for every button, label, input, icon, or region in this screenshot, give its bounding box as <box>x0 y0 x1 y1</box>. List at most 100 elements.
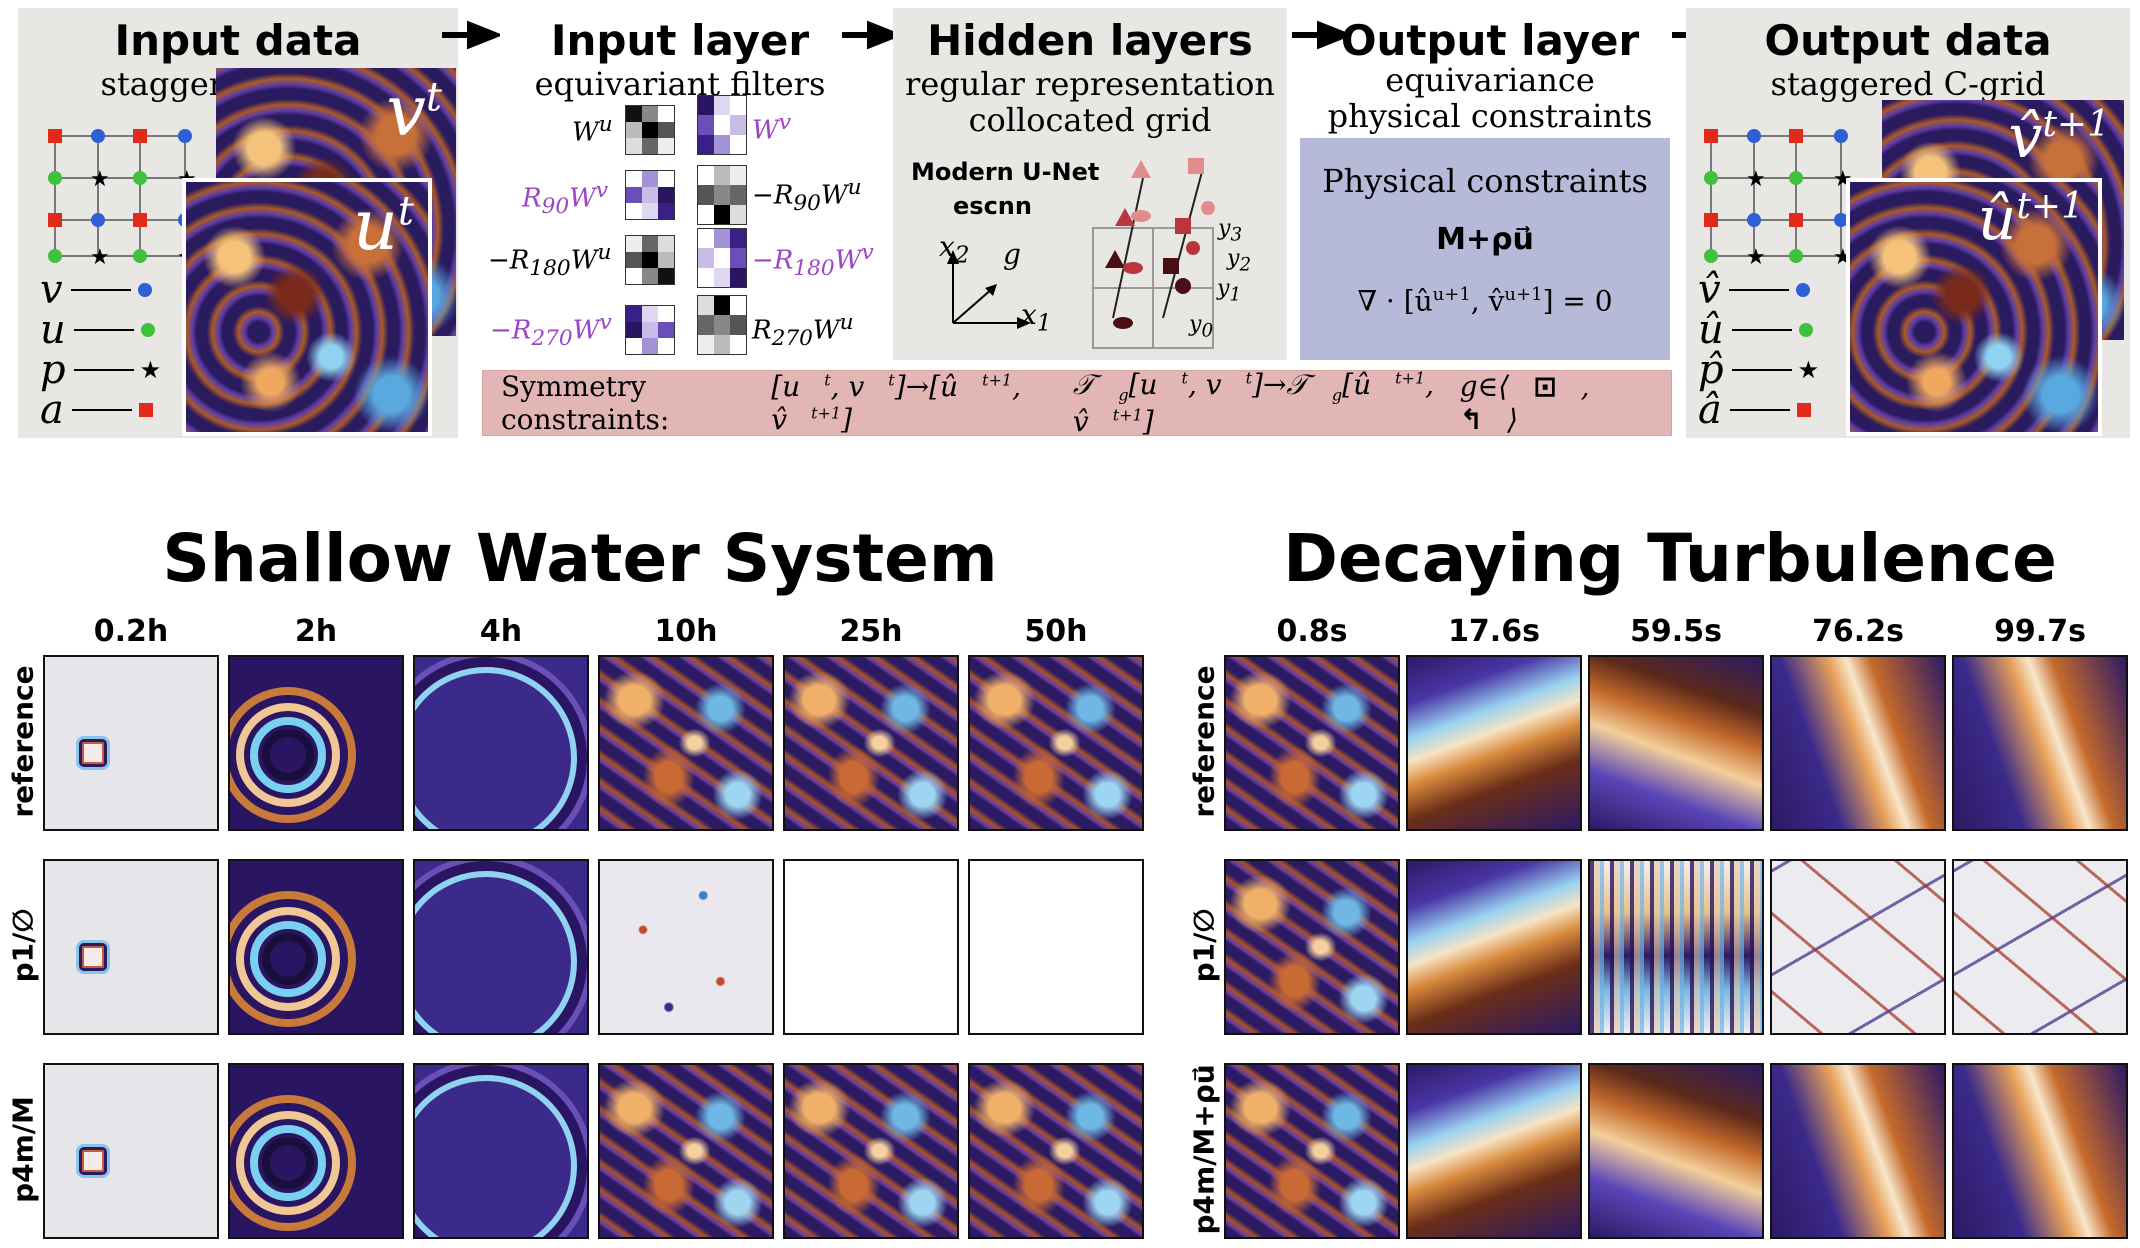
initial-perturbation <box>79 1147 107 1175</box>
svg-text:★: ★ <box>1746 245 1766 266</box>
column-header: 76.2s <box>1812 614 1904 649</box>
shallow-water-snapshot <box>783 1063 959 1239</box>
red-square-icon <box>138 403 153 417</box>
shallow-water-snapshot <box>598 859 774 1035</box>
output-data-subtitle: staggered C-grid <box>1770 65 2046 103</box>
filter-matrix <box>697 95 747 155</box>
hidden-layers-subtitle2: collocated grid <box>968 101 1212 139</box>
green-circle-icon <box>140 323 155 337</box>
y1-label: y1 <box>1217 276 1242 306</box>
turbulence-snapshot <box>1588 1063 1764 1239</box>
u-hat-field-image: ût+1 <box>1846 178 2102 436</box>
arrow-right-icon <box>842 20 900 50</box>
wave-ring <box>262 1137 314 1189</box>
filter-matrix <box>625 305 675 355</box>
svg-text:★: ★ <box>90 245 110 266</box>
output-layer-subtitle: equivariance <box>1385 61 1595 99</box>
filter-matrix <box>625 170 675 220</box>
staggered-grid-diagram: ★★★★ <box>48 129 197 266</box>
shallow-water-title: Shallow Water System <box>162 520 998 597</box>
hidden-layers-panel: Hidden layers regular representation col… <box>893 8 1287 360</box>
shallow-water-snapshot <box>413 655 589 831</box>
turbulence-snapshot <box>1224 859 1400 1035</box>
blue-circle-icon <box>137 283 152 297</box>
library-label: escnn <box>953 192 1032 220</box>
wave-ring <box>250 717 326 793</box>
shallow-water-snapshot <box>43 655 219 831</box>
filter-label: −R270Wv <box>490 310 612 351</box>
axis-x2-label: x2 <box>939 230 970 269</box>
output-legend: v̂ û p̂ ★ â <box>1698 267 1820 433</box>
blue-circle-icon <box>1795 283 1810 297</box>
column-header: 17.6s <box>1448 614 1540 649</box>
initial-perturbation <box>79 739 107 767</box>
arrow-right-icon <box>1292 20 1350 50</box>
wave-ring <box>262 933 314 985</box>
svg-text:★: ★ <box>90 167 110 192</box>
column-header: 50h <box>1024 614 1088 649</box>
turbulence-snapshot <box>1770 655 1946 831</box>
y2-label: y2 <box>1227 246 1252 276</box>
staggered-grid-diagram: ★★★★ <box>1704 129 1853 266</box>
shallow-water-snapshot <box>783 655 959 831</box>
filter-matrix <box>625 105 675 155</box>
group-lattice-diagram <box>1092 158 1215 349</box>
shallow-water-snapshot <box>43 859 219 1035</box>
input-layer-subtitle: equivariant filters <box>534 65 826 103</box>
output-layer-title: Output layer <box>1340 16 1640 65</box>
filter-matrix <box>697 165 747 225</box>
hidden-layers-title: Hidden layers <box>927 16 1253 65</box>
wave-ring <box>415 667 577 829</box>
svg-text:★: ★ <box>1746 167 1766 192</box>
u-field-image: ut <box>182 178 432 436</box>
red-square-icon <box>1796 403 1811 417</box>
turbulence-snapshot <box>1770 1063 1946 1239</box>
output-layer-panel: Output layer equivariance physical const… <box>1300 8 1680 358</box>
wave-ring <box>230 687 356 823</box>
wave-ring <box>415 871 577 1033</box>
u-hat-field-label: û <box>1977 184 2017 254</box>
column-header: 0.2h <box>93 614 169 649</box>
v-hat-field-label: v̂ <box>2008 102 2043 172</box>
input-layer-panel: Input layer equivariant filters <box>480 8 880 368</box>
row-header: p4m/M <box>6 1096 40 1203</box>
input-data-title: Input data <box>114 16 362 65</box>
shallow-water-snapshot <box>598 655 774 831</box>
shallow-water-snapshot <box>968 655 1144 831</box>
black-star-icon: ★ <box>1797 356 1820 384</box>
turbulence-snapshot <box>1952 655 2128 831</box>
shallow-water-snapshot <box>968 1063 1144 1239</box>
symmetry-eq3: g∈⟨ ⊡, ↰ ⟩ <box>1459 370 1590 436</box>
filter-matrix <box>697 228 747 288</box>
turbulence-snapshot <box>1952 1063 2128 1239</box>
column-header: 59.5s <box>1630 614 1722 649</box>
black-star-icon: ★ <box>139 356 162 384</box>
filter-label: Wu <box>572 112 613 148</box>
shallow-water-snapshot <box>228 655 404 831</box>
green-circle-icon <box>1798 323 1813 337</box>
column-header: 10h <box>654 614 718 649</box>
wave-ring <box>250 921 326 997</box>
wave-ring <box>230 891 356 1027</box>
physical-constraints-box: Physical constraints M+ρu⃗ ∇ · [ûu+1, v̂… <box>1300 138 1670 360</box>
wave-ring <box>236 1111 340 1215</box>
column-header: 99.7s <box>1994 614 2086 649</box>
filter-label: Wv <box>752 110 791 146</box>
shallow-water-snapshot <box>228 859 404 1035</box>
symmetry-label: Symmetry constraints: <box>501 370 670 436</box>
column-header: 0.8s <box>1276 614 1348 649</box>
u-field-label: u <box>352 184 398 266</box>
turbulence-snapshot <box>1224 1063 1400 1239</box>
filter-label: R270Wu <box>752 310 854 351</box>
y0-label: y0 <box>1189 312 1214 342</box>
wave-ring <box>236 907 340 1011</box>
turbulence-snapshot <box>1406 1063 1582 1239</box>
shallow-water-snapshot <box>228 1063 404 1239</box>
shallow-water-snapshot <box>783 859 959 1035</box>
symmetry-eq1: [u t, v t]→[û t+1, v̂ t+1] <box>771 370 1021 436</box>
shallow-water-snapshot <box>413 859 589 1035</box>
output-data-panel: Output data staggered C-grid ★ ★ ★ ★ v̂t+1 … <box>1686 8 2130 438</box>
column-header: 4h <box>479 614 523 649</box>
row-header: p1/∅ <box>1187 908 1221 983</box>
